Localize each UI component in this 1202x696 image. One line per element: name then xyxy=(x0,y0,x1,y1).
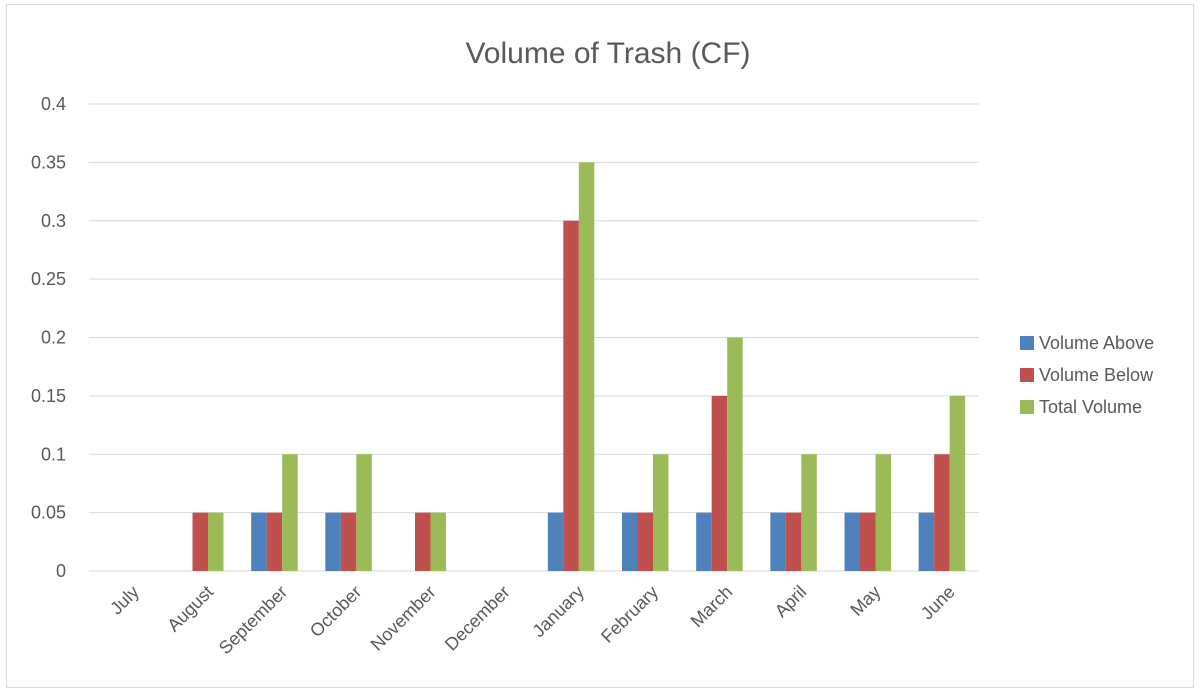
bar-volume-below xyxy=(192,512,208,571)
y-tick-label: 0.25 xyxy=(31,269,66,289)
bar-total-volume xyxy=(875,454,891,571)
bar-volume-above xyxy=(251,512,267,571)
bar-total-volume xyxy=(282,454,298,571)
bar-volume-above xyxy=(844,512,860,571)
legend-swatch xyxy=(1020,336,1034,350)
legend-label: Total Volume xyxy=(1039,397,1142,417)
bar-total-volume xyxy=(727,337,743,571)
x-tick-label: November xyxy=(367,582,440,655)
y-tick-label: 0 xyxy=(56,561,66,581)
bar-volume-above xyxy=(770,512,786,571)
x-tick-label: October xyxy=(306,582,365,641)
bar-volume-below xyxy=(340,512,357,571)
bar-volume-below xyxy=(266,512,283,571)
legend-swatch xyxy=(1020,400,1034,414)
x-tick-label: December xyxy=(441,582,514,655)
x-tick-label: June xyxy=(917,582,959,624)
bar-total-volume xyxy=(430,512,446,571)
x-tick-label: March xyxy=(687,582,737,632)
bar-total-volume xyxy=(208,512,224,571)
x-tick-label: July xyxy=(106,582,143,619)
y-axis-ticks: 0 0.05 0.1 0.15 0.2 0.25 0.3 0.35 0.4 xyxy=(31,94,66,581)
y-tick-label: 0.1 xyxy=(41,444,66,464)
x-tick-label: January xyxy=(528,582,587,641)
bar-total-volume xyxy=(578,162,595,571)
y-tick-label: 0.3 xyxy=(41,211,66,231)
x-tick-label: February xyxy=(597,582,662,647)
bar-volume-below xyxy=(637,512,653,571)
x-tick-label: August xyxy=(163,582,217,636)
bar-volume-below xyxy=(415,512,431,571)
legend-label: Volume Above xyxy=(1039,333,1154,353)
x-tick-label: April xyxy=(771,582,811,622)
bar-volume-below xyxy=(711,395,728,571)
bar-total-volume xyxy=(949,395,966,571)
legend: Volume Above Volume Below Total Volume xyxy=(1020,333,1154,417)
bar-volume-above xyxy=(622,512,638,571)
y-tick-label: 0.05 xyxy=(31,503,66,523)
chart-frame xyxy=(6,4,1194,688)
bar-volume-above xyxy=(547,512,564,571)
chart-title: Volume of Trash (CF) xyxy=(465,37,750,70)
gridlines xyxy=(89,103,979,572)
bar-total-volume xyxy=(356,454,372,571)
legend-swatch xyxy=(1020,368,1034,382)
y-tick-label: 0.2 xyxy=(41,328,66,348)
bar-volume-above xyxy=(325,512,341,571)
y-tick-label: 0.35 xyxy=(31,152,66,172)
y-tick-label: 0.4 xyxy=(41,94,66,114)
bar-total-volume xyxy=(801,454,817,571)
bar-volume-below xyxy=(785,512,802,571)
bar-volume-below xyxy=(860,512,876,571)
bar-volume-above xyxy=(918,512,935,571)
bar-volume-above xyxy=(696,512,712,571)
y-tick-label: 0.15 xyxy=(31,386,66,406)
bar-volume-below xyxy=(934,454,950,571)
x-tick-label: September xyxy=(215,582,291,658)
x-tick-label: May xyxy=(846,582,884,620)
bar-volume-below xyxy=(563,220,579,571)
bar-total-volume xyxy=(653,454,669,571)
bars xyxy=(192,162,966,571)
legend-label: Volume Below xyxy=(1039,365,1154,385)
